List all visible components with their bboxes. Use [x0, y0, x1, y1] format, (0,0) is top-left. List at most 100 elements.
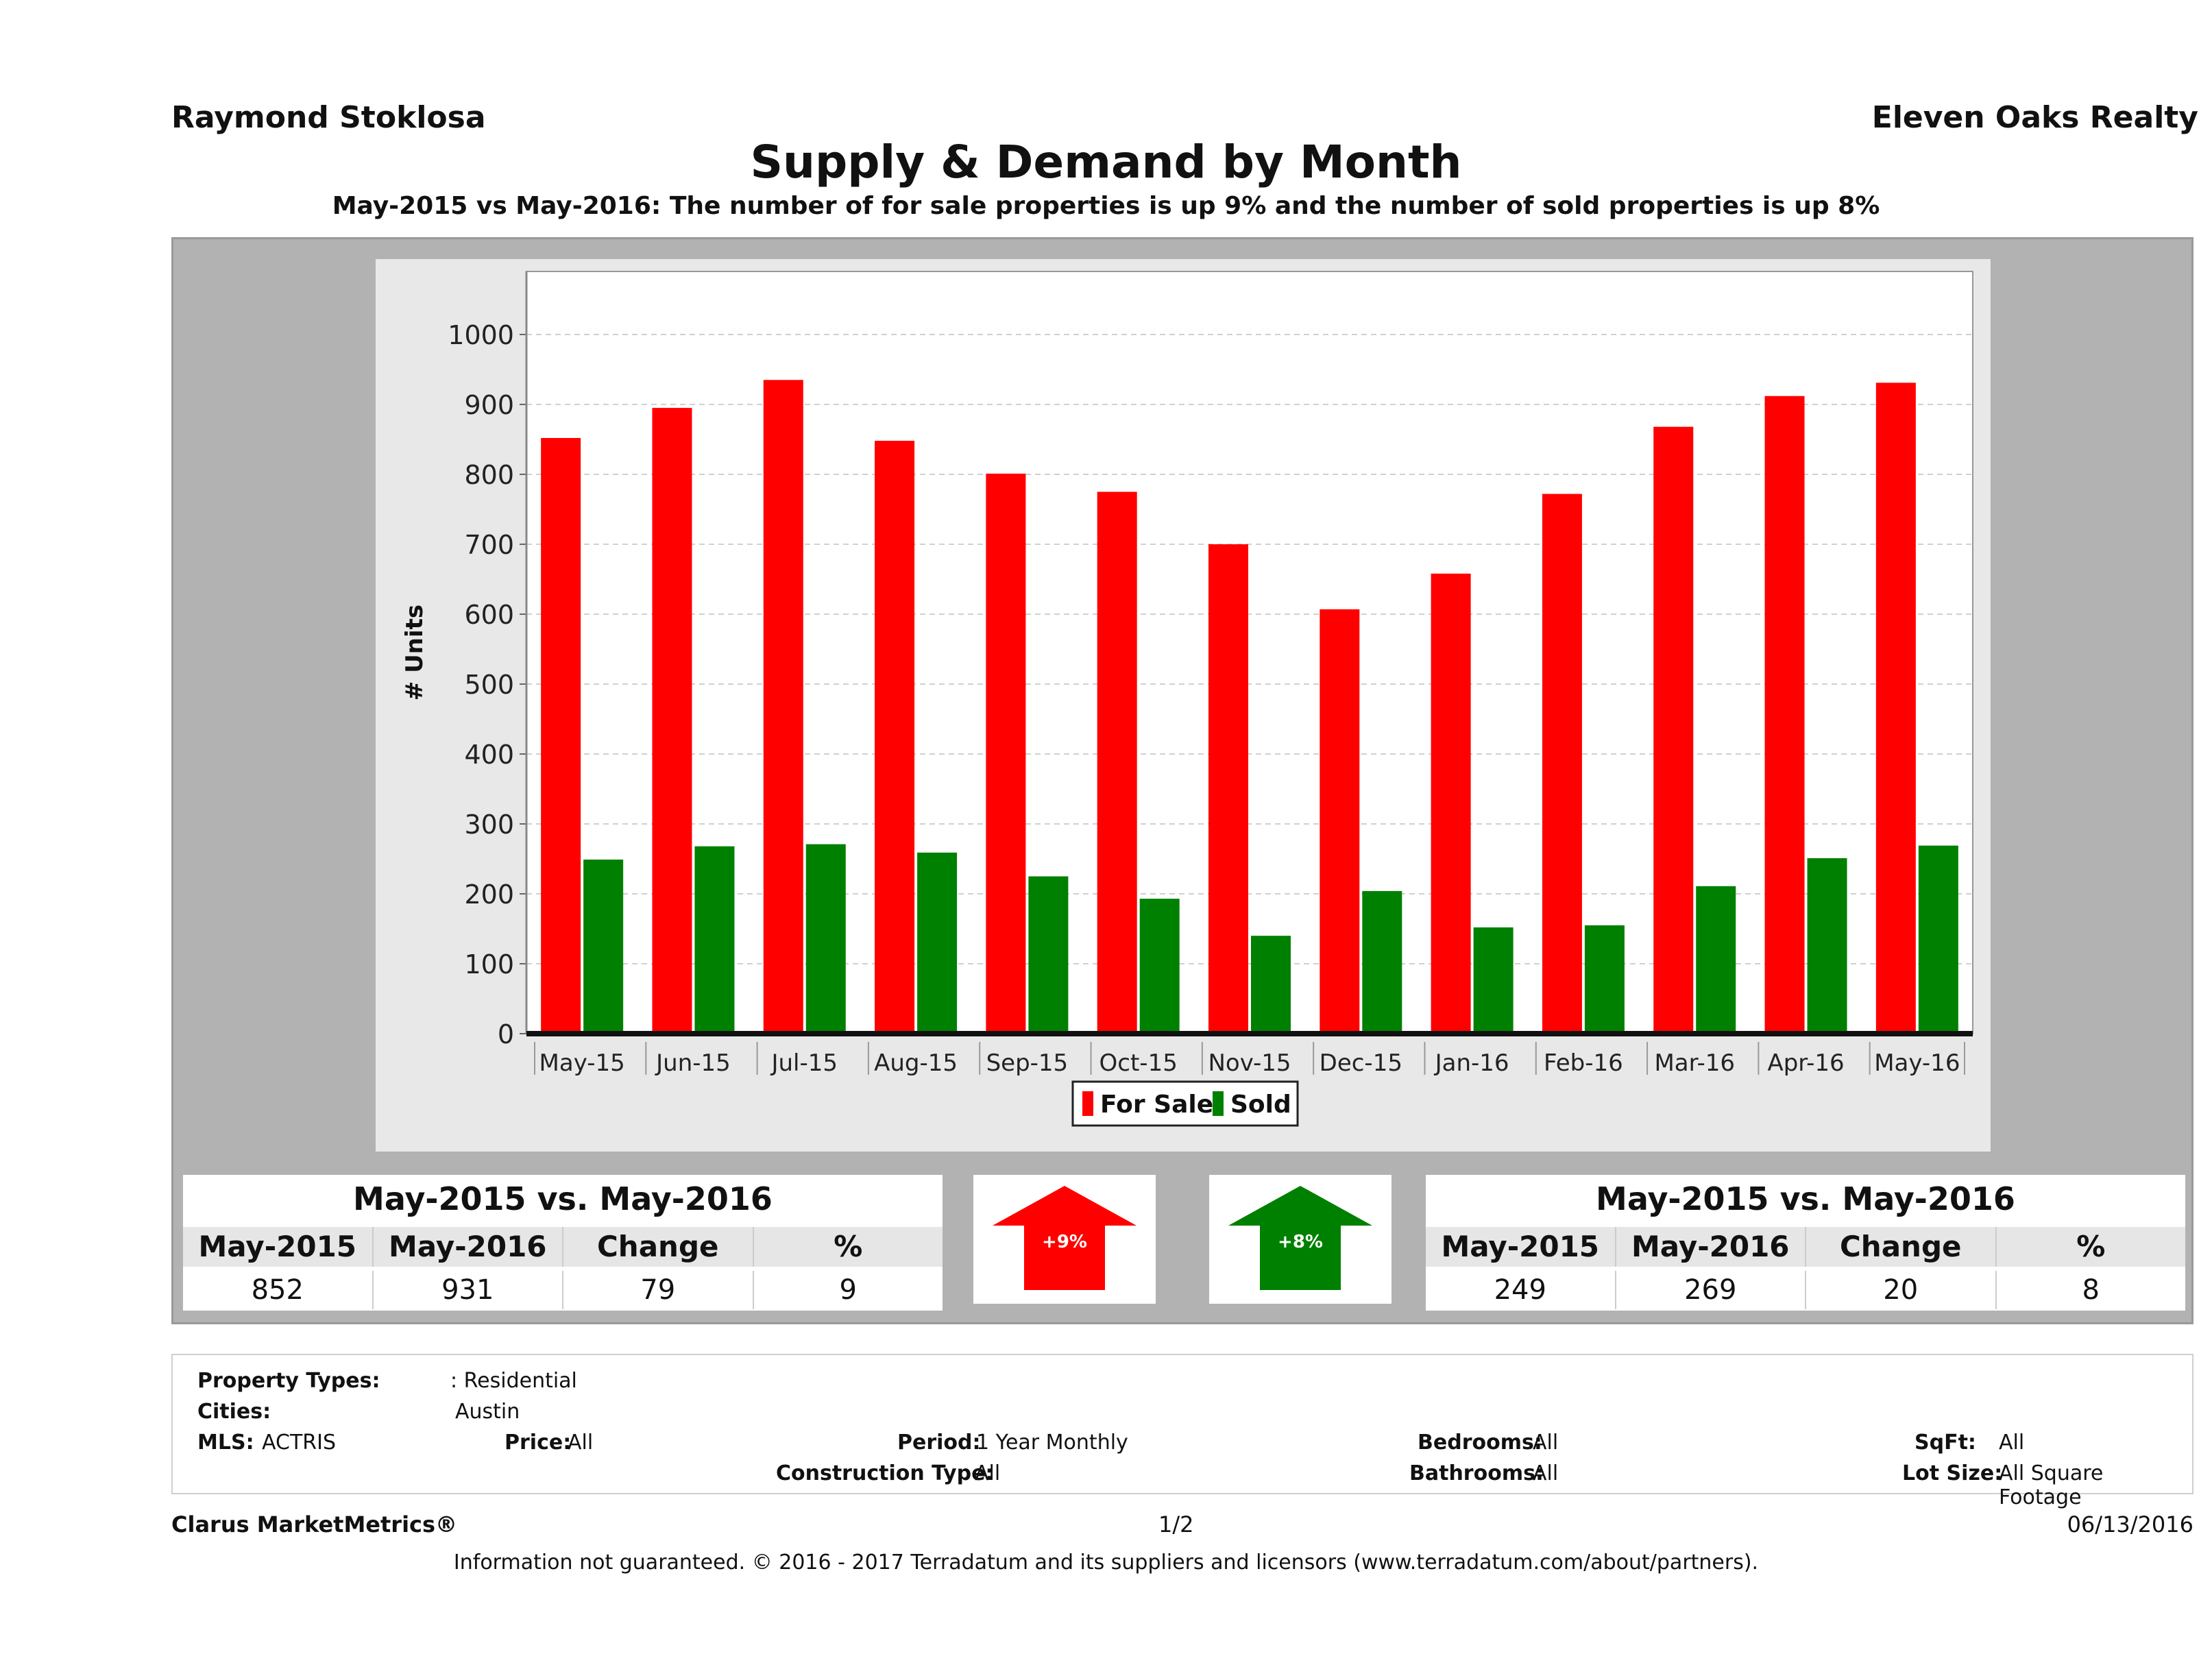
sqft-label: SqFt:: [1915, 1431, 1976, 1455]
for-sale-comparison-table: May-2015 vs. May-2016 May-2015 May-2016 …: [183, 1175, 943, 1311]
column-header: May-2015: [183, 1227, 374, 1267]
for-sale-bar: [1431, 573, 1471, 1034]
y-tick-label: 400: [464, 740, 514, 770]
grid-lines: [526, 271, 1973, 1034]
x-tick-label: Aug-15: [874, 1049, 958, 1077]
bathrooms-label: Bathrooms:: [1409, 1461, 1544, 1485]
sold-bar: [1584, 925, 1625, 1034]
y-tick-label: 1000: [448, 320, 514, 350]
for-sale-bar: [652, 408, 692, 1034]
lot-size-label: Lot Size:: [1902, 1461, 2003, 1485]
cities-value: Austin: [455, 1400, 520, 1424]
x-tick-label: Mar-16: [1654, 1049, 1735, 1077]
up-arrow-icon: +8%: [1228, 1186, 1372, 1290]
bar-chart: 0 100 200 300 400 500 600 700 800 900 1000 # Units M…: [401, 271, 1973, 1127]
lot-size-value: All Square Footage: [1999, 1461, 2104, 1509]
column-header: Change: [563, 1227, 754, 1267]
column-header: Change: [1806, 1227, 1997, 1267]
sold-bar: [1251, 936, 1291, 1034]
sold-bar: [1918, 845, 1958, 1034]
table-cell: 852: [183, 1271, 374, 1309]
bars: [541, 380, 1958, 1034]
sold-bar: [1696, 886, 1736, 1034]
report-title: Supply & Demand by Month: [750, 136, 1462, 189]
sold-bar: [1139, 899, 1180, 1034]
for-sale-bar: [986, 473, 1026, 1034]
plot-area: [526, 271, 1973, 1034]
column-header: May-2016: [1616, 1227, 1806, 1267]
y-tick-label: 700: [464, 530, 514, 560]
table-cell: 269: [1616, 1271, 1806, 1309]
column-header: May-2016: [374, 1227, 563, 1267]
agent-name: Raymond Stoklosa: [171, 100, 486, 135]
for-sale-bar: [1542, 494, 1582, 1034]
for-sale-change-label: +9%: [1042, 1232, 1087, 1252]
mls-label: MLS:: [197, 1431, 254, 1455]
legend-label: For Sale: [1100, 1091, 1213, 1119]
table-heading: May-2015 vs. May-2016: [1596, 1180, 2015, 1217]
sold-bar: [1028, 876, 1069, 1034]
mls-value: ACTRIS: [262, 1431, 337, 1455]
table-cell: 79: [563, 1271, 754, 1309]
period-label: Period:: [897, 1431, 981, 1455]
y-tick-label: 800: [464, 460, 514, 490]
company-name: Eleven Oaks Realty: [1871, 100, 2198, 135]
column-header: %: [834, 1230, 863, 1263]
sold-bar: [694, 846, 735, 1034]
for-sale-bar: [541, 437, 581, 1034]
sold-change-label: +8%: [1278, 1232, 1323, 1252]
axes: 0 100 200 300 400 500 600 700 800 900 1000 # Units M…: [401, 271, 1973, 1077]
for-sale-bar: [763, 380, 803, 1034]
disclaimer: Information not guaranteed. © 2016 - 201…: [453, 1551, 1759, 1574]
for-sale-bar: [1764, 396, 1805, 1034]
bathrooms-value: All: [1533, 1461, 1559, 1485]
up-arrow-icon: +9%: [993, 1186, 1137, 1290]
x-tick-label: Feb-16: [1544, 1049, 1623, 1077]
sold-bar: [1362, 890, 1402, 1034]
legend-swatch-sold: [1213, 1091, 1224, 1116]
table-cell: 9: [839, 1274, 857, 1306]
for-sale-change-arrow: +9%: [973, 1175, 1156, 1304]
table-cell: 20: [1806, 1271, 1997, 1309]
x-tick-label: May-15: [539, 1049, 625, 1077]
sqft-value: All: [1999, 1431, 2025, 1455]
bedrooms-label: Bedrooms:: [1418, 1431, 1542, 1455]
table-cell: 931: [374, 1271, 563, 1309]
property-types-value: : Residential: [450, 1369, 577, 1393]
bedrooms-value: All: [1533, 1431, 1559, 1455]
construction-type-value: All: [975, 1461, 1001, 1485]
table-heading: May-2015 vs. May-2016: [353, 1180, 773, 1217]
table-row: 852 931 79 9: [183, 1271, 943, 1309]
report-date: 06/13/2016: [2067, 1511, 2193, 1537]
x-tick-label: Jan-16: [1434, 1049, 1509, 1077]
x-tick-label: Oct-15: [1099, 1049, 1178, 1077]
y-tick-label: 200: [464, 879, 514, 910]
for-sale-bar: [1320, 609, 1360, 1034]
footer-brand: Clarus MarketMetrics®: [171, 1511, 458, 1537]
sold-change-arrow: +8%: [1209, 1175, 1391, 1304]
x-tick-label: May-16: [1874, 1049, 1960, 1077]
table-header-row: May-2015 May-2016 Change %: [183, 1227, 943, 1267]
price-value: All: [568, 1431, 594, 1455]
column-header: May-2015: [1426, 1227, 1616, 1267]
y-tick-label: 0: [498, 1019, 514, 1049]
legend-label: Sold: [1230, 1091, 1291, 1119]
y-tick-label: 900: [464, 390, 514, 420]
table-row: 249 269 20 8: [1426, 1271, 2185, 1309]
for-sale-bar: [1097, 491, 1137, 1034]
x-tick-label: Jul-15: [770, 1049, 838, 1077]
x-tick-label: Nov-15: [1208, 1049, 1291, 1077]
column-header: %: [2076, 1230, 2106, 1263]
x-tick-label: Apr-16: [1767, 1049, 1844, 1077]
sold-bar: [917, 852, 958, 1034]
table-cell: 8: [2082, 1274, 2100, 1306]
sold-bar: [583, 860, 624, 1034]
legend: For Sale Sold: [1071, 1080, 1299, 1127]
legend-box: [1071, 1080, 1299, 1127]
sold-bar: [1473, 927, 1514, 1034]
report-filters: Property Types: : Residential Cities: Au…: [171, 1354, 2193, 1509]
for-sale-bar: [1653, 426, 1694, 1034]
for-sale-bar: [1875, 382, 1916, 1034]
y-tick-label: 100: [464, 949, 514, 980]
sold-comparison-table: May-2015 vs. May-2016 May-2015 May-2016 …: [1426, 1175, 2185, 1311]
